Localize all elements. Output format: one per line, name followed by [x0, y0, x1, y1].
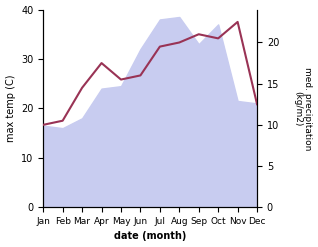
X-axis label: date (month): date (month) — [114, 231, 186, 242]
Y-axis label: med. precipitation
(kg/m2): med. precipitation (kg/m2) — [293, 67, 313, 150]
Y-axis label: max temp (C): max temp (C) — [5, 75, 16, 142]
